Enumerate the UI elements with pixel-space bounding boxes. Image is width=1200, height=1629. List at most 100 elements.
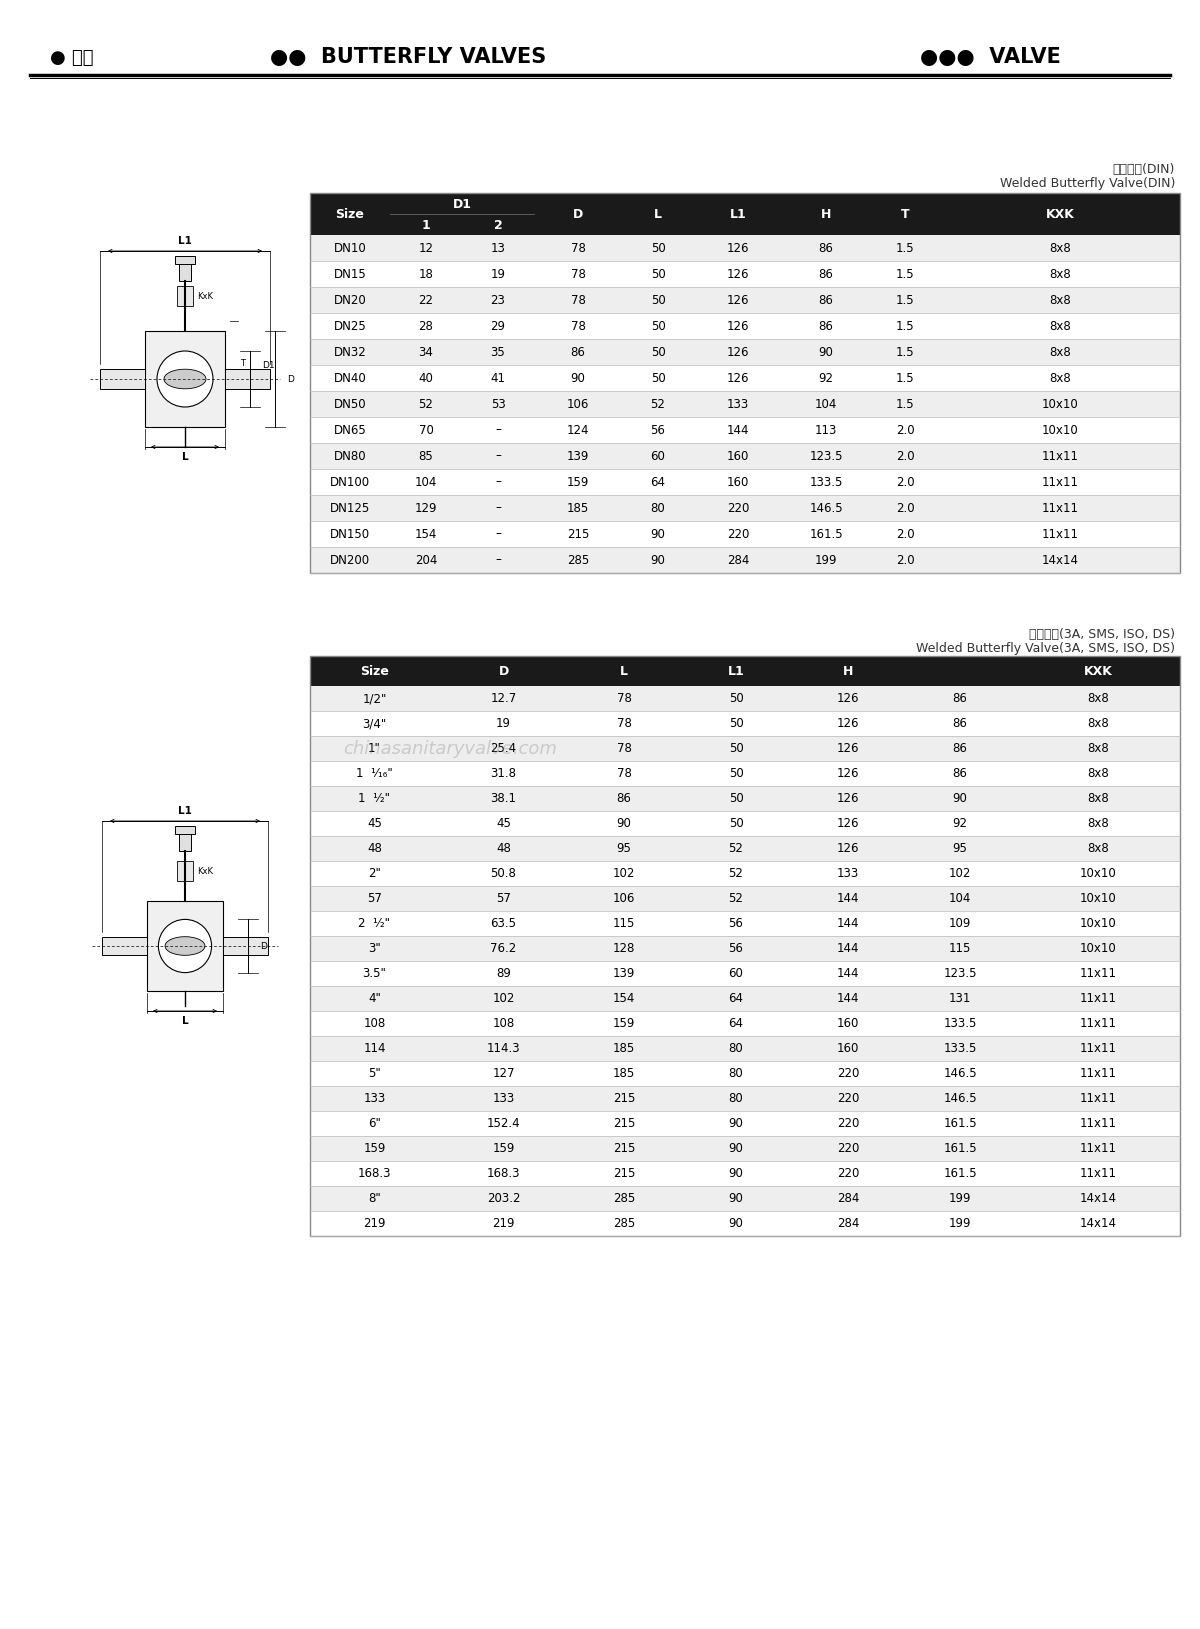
Text: 133.5: 133.5: [809, 476, 842, 489]
Text: 215: 215: [613, 1117, 635, 1131]
Text: 90: 90: [728, 1166, 744, 1179]
Bar: [310, 986, 1180, 1012]
Text: 102: 102: [949, 867, 971, 880]
Text: 14x14: 14x14: [1080, 1192, 1116, 1205]
Text: 215: 215: [613, 1142, 635, 1155]
Bar: [310, 937, 1180, 961]
Text: L1: L1: [178, 236, 192, 246]
Text: 1.5: 1.5: [895, 293, 914, 306]
Text: 284: 284: [727, 554, 749, 567]
Text: 215: 215: [613, 1166, 635, 1179]
Text: 185: 185: [613, 1067, 635, 1080]
Text: 8x8: 8x8: [1087, 692, 1109, 705]
Text: 11x11: 11x11: [1080, 1142, 1116, 1155]
Text: H: H: [821, 207, 832, 220]
Text: 89: 89: [496, 968, 511, 981]
Text: 1.5: 1.5: [895, 267, 914, 280]
Text: 104: 104: [815, 397, 838, 411]
Bar: [310, 656, 1180, 1236]
Text: 220: 220: [836, 1166, 859, 1179]
Text: 95: 95: [953, 842, 967, 855]
Text: 11x11: 11x11: [1080, 1067, 1116, 1080]
Text: –: –: [496, 528, 500, 541]
Text: 92: 92: [953, 818, 967, 831]
Text: 56: 56: [728, 917, 744, 930]
Text: 126: 126: [727, 267, 749, 280]
Text: 127: 127: [492, 1067, 515, 1080]
Text: 152.4: 152.4: [487, 1117, 521, 1131]
Text: 104: 104: [949, 893, 971, 906]
Text: D: D: [260, 942, 266, 950]
Text: 78: 78: [617, 741, 631, 754]
Text: 56: 56: [728, 942, 744, 955]
Text: 86: 86: [953, 692, 967, 705]
Text: 52: 52: [650, 397, 666, 411]
Text: L1: L1: [178, 806, 192, 816]
Bar: [178, 287, 193, 306]
Bar: [179, 262, 191, 280]
Text: 220: 220: [836, 1117, 859, 1131]
Text: D1: D1: [452, 197, 472, 210]
Text: 8x8: 8x8: [1087, 842, 1109, 855]
Text: 219: 219: [492, 1217, 515, 1230]
Text: 60: 60: [650, 450, 666, 463]
Ellipse shape: [164, 370, 206, 389]
Text: 144: 144: [836, 992, 859, 1005]
Text: 159: 159: [566, 476, 589, 489]
Text: 50: 50: [728, 692, 743, 705]
Text: 焊接蟞阀(DIN): 焊接蟞阀(DIN): [1112, 163, 1175, 176]
Bar: [310, 1186, 1180, 1210]
Text: DN150: DN150: [330, 528, 370, 541]
Bar: [310, 862, 1180, 886]
Text: 144: 144: [836, 893, 859, 906]
Text: –: –: [496, 476, 500, 489]
Bar: [310, 656, 1180, 686]
Text: 185: 185: [566, 502, 589, 515]
Text: 128: 128: [613, 942, 635, 955]
Text: 50: 50: [650, 345, 665, 358]
Bar: [179, 832, 191, 850]
Text: 160: 160: [727, 476, 749, 489]
Text: T: T: [240, 358, 245, 368]
Text: 18: 18: [419, 267, 433, 280]
Text: 114.3: 114.3: [487, 1043, 521, 1056]
Text: 219: 219: [364, 1217, 385, 1230]
Bar: [310, 1012, 1180, 1036]
Text: 90: 90: [728, 1142, 744, 1155]
Text: 133.5: 133.5: [943, 1016, 977, 1030]
Text: 8x8: 8x8: [1087, 767, 1109, 780]
Text: L1: L1: [727, 665, 744, 678]
Text: 8x8: 8x8: [1049, 267, 1070, 280]
Text: 12: 12: [419, 241, 433, 254]
Text: 285: 285: [613, 1192, 635, 1205]
Text: 2: 2: [493, 218, 503, 231]
Bar: [310, 192, 1180, 235]
Text: 78: 78: [570, 267, 586, 280]
Text: 1.5: 1.5: [895, 345, 914, 358]
Text: 85: 85: [419, 450, 433, 463]
Bar: [310, 911, 1180, 937]
Text: 52: 52: [728, 867, 744, 880]
Circle shape: [157, 350, 214, 407]
Text: 8": 8": [368, 1192, 380, 1205]
Text: 108: 108: [492, 1016, 515, 1030]
Text: 8x8: 8x8: [1049, 319, 1070, 332]
Text: 48: 48: [496, 842, 511, 855]
Text: 102: 102: [613, 867, 635, 880]
Text: 78: 78: [617, 767, 631, 780]
Text: 285: 285: [566, 554, 589, 567]
Text: DN10: DN10: [334, 241, 366, 254]
Text: 11x11: 11x11: [1042, 450, 1079, 463]
Text: ●●●  VALVE: ●●● VALVE: [920, 47, 1061, 67]
Text: 126: 126: [836, 741, 859, 754]
Text: KxK: KxK: [197, 867, 214, 875]
Text: 8x8: 8x8: [1049, 371, 1070, 384]
Text: 25.4: 25.4: [491, 741, 516, 754]
Text: 11x11: 11x11: [1080, 1091, 1116, 1104]
Text: 50: 50: [728, 717, 743, 730]
Text: 168.3: 168.3: [358, 1166, 391, 1179]
Text: 199: 199: [949, 1192, 971, 1205]
Text: D: D: [287, 375, 294, 383]
Text: 109: 109: [949, 917, 971, 930]
Text: 220: 220: [727, 528, 749, 541]
